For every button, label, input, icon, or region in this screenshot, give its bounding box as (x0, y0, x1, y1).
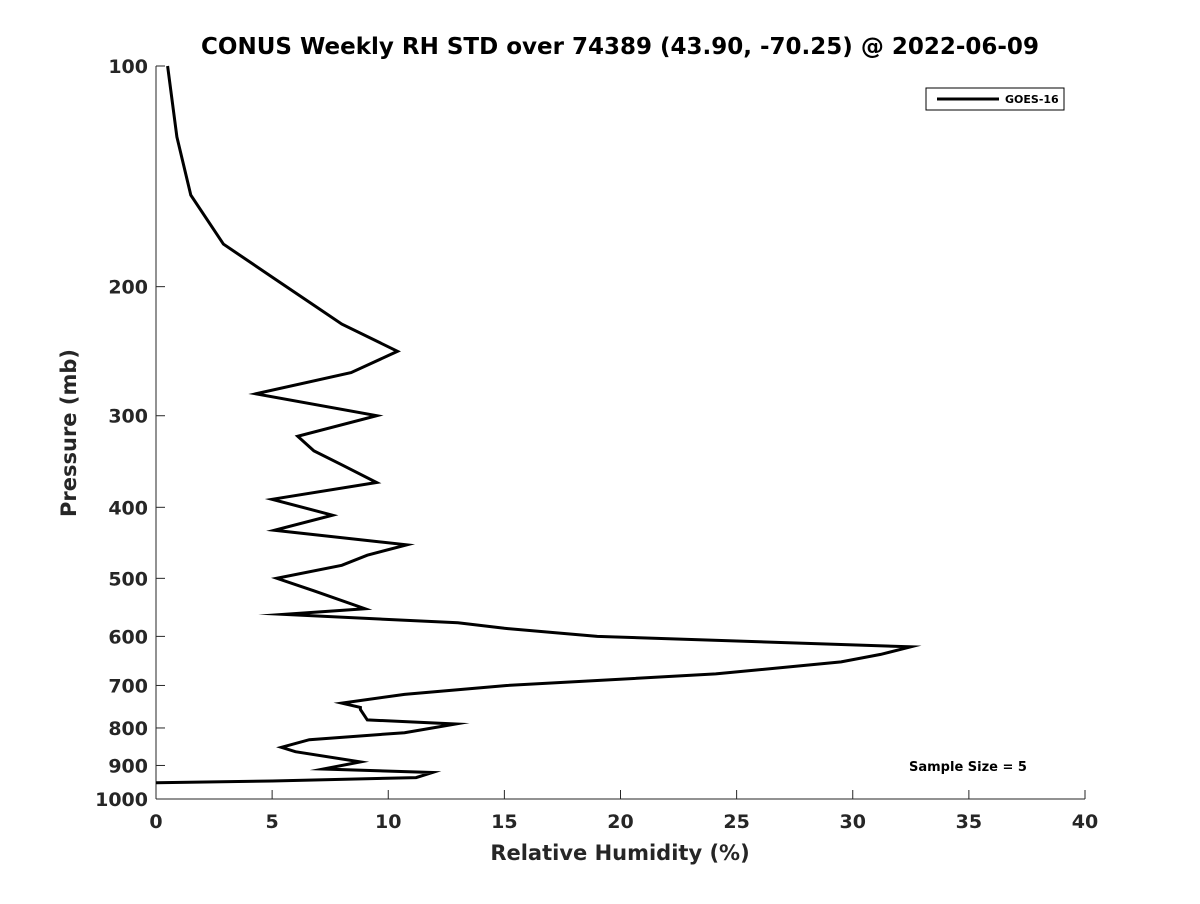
x-tick-label: 0 (149, 811, 162, 833)
x-tick-label: 30 (840, 811, 866, 833)
axes (155, 66, 1085, 800)
x-tick-label: 5 (266, 811, 279, 833)
y-tick-label: 100 (108, 56, 148, 78)
legend-label: GOES-16 (1005, 93, 1059, 106)
y-tick-label: 1000 (95, 789, 148, 811)
sample-size-annotation: Sample Size = 5 (909, 760, 1027, 775)
y-tick-label: 600 (108, 626, 148, 648)
y-tick-label: 900 (108, 755, 148, 777)
y-tick-label: 700 (108, 675, 148, 697)
x-tick-label: 20 (607, 811, 633, 833)
y-tick-label: 300 (108, 406, 148, 428)
y-tick-label: 500 (108, 568, 148, 590)
y-axis-ticks: 100 200 300 400 500 600 700 800 900 1000 (95, 56, 165, 811)
x-tick-label: 40 (1072, 811, 1098, 833)
x-tick-label: 10 (375, 811, 401, 833)
y-axis-label: Pressure (mb) (57, 349, 81, 517)
x-axis-label: Relative Humidity (%) (490, 841, 749, 865)
x-tick-label: 35 (956, 811, 982, 833)
y-tick-label: 200 (108, 277, 148, 299)
y-tick-label: 400 (108, 497, 148, 519)
chart-title: CONUS Weekly RH STD over 74389 (43.90, -… (201, 34, 1039, 60)
series-group (155, 65, 922, 785)
legend: GOES-16 (925, 87, 1065, 111)
x-axis-ticks: 0 5 10 15 20 25 30 35 40 (149, 790, 1098, 833)
y-tick-label: 800 (108, 718, 148, 740)
x-tick-label: 25 (723, 811, 749, 833)
series-line-goes-16 (155, 65, 922, 785)
x-tick-label: 15 (491, 811, 517, 833)
